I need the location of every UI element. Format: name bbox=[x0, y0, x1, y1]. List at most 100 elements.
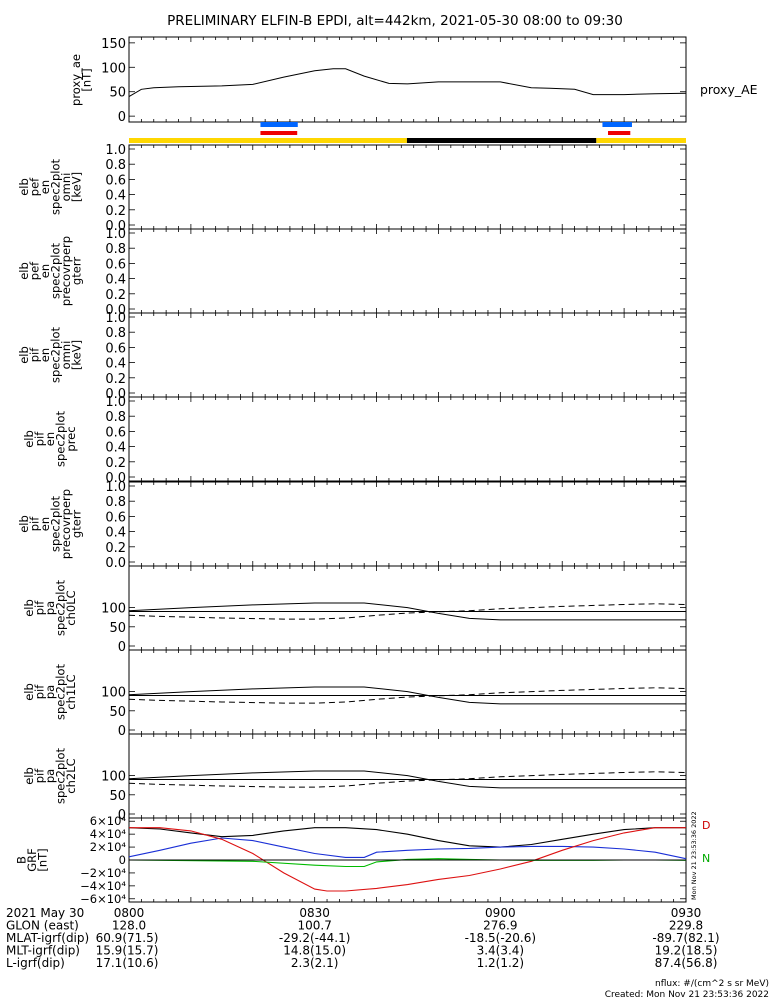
pitch-angle-ytick-label: 50 bbox=[109, 621, 126, 636]
spectrogram-ylabel-line: en bbox=[38, 517, 52, 531]
pitch-angle-ytick-label: 100 bbox=[101, 602, 126, 617]
pitch-angle-ylabel-line: elb bbox=[22, 683, 36, 701]
pitch-angle-ylabel-line: ch0LC bbox=[64, 590, 78, 625]
spectrogram-ytick-label: 0.0 bbox=[105, 387, 126, 402]
ephem-value: 1.2(1.2) bbox=[477, 956, 525, 970]
spectrogram-ytick-label: 0.6 bbox=[105, 257, 126, 272]
spectrogram-ylabel-line: precovrperp bbox=[59, 489, 73, 559]
spectrogram-ylabel-line: gterr bbox=[69, 510, 83, 538]
spectrogram-ytick-label: 0.6 bbox=[105, 173, 126, 188]
pitch-angle-ylabel-line: ch1LC bbox=[64, 674, 78, 709]
bgrf-ytick-label: 6×10⁴ bbox=[90, 814, 127, 828]
spectrogram-ytick-label: 0.4 bbox=[105, 526, 126, 541]
proxy-ae-ylabel: proxy_ae[nT] bbox=[69, 54, 94, 106]
ephem-row-label: MLAT-igrf(dip) bbox=[6, 931, 89, 945]
ephem-row-label: MLT-igrf(dip) bbox=[6, 944, 80, 958]
spectrogram-frame bbox=[128, 144, 687, 230]
bgrf-line-red bbox=[129, 827, 686, 892]
bgrf-legend-n: N bbox=[702, 852, 710, 865]
spectrogram-ytick-label: 0.4 bbox=[105, 273, 126, 288]
spectrogram-ytick-label: 0.4 bbox=[105, 357, 126, 372]
ephem-value: 17.1(10.6) bbox=[96, 956, 159, 970]
pitch-angle-ylabel-line: pif bbox=[33, 600, 47, 615]
spectrogram-ytick-label: 0.8 bbox=[105, 326, 126, 341]
spectrogram-ytick-label: 1.0 bbox=[105, 143, 126, 158]
pitch-angle-ylabel-line: ch2LC bbox=[64, 758, 78, 793]
spectrogram-ylabel-line: en bbox=[38, 264, 52, 278]
spectrogram-panel: 0.00.20.40.60.81.0 elbpefenspec2plotomni[… bbox=[17, 143, 687, 234]
x-tick-label: 0830 bbox=[299, 906, 330, 920]
bgrf-panel: 6×10⁴4×10⁴2×10⁴0−2×10⁴−4×10⁴−6×10⁴BGRF[n… bbox=[15, 811, 711, 905]
pitch-angle-ylabel-line: spec2plot bbox=[54, 663, 68, 720]
pitch-angle-solid-line bbox=[128, 770, 686, 789]
bgrf-line-black bbox=[128, 827, 686, 848]
ephem-value: -18.5(-20.6) bbox=[465, 931, 536, 945]
proxy-ae-line bbox=[128, 68, 687, 98]
spectrogram-frame bbox=[128, 228, 687, 314]
pitch-angle-ytick-label: 0 bbox=[118, 808, 126, 823]
range-bars bbox=[129, 122, 686, 143]
spectrogram-ytick-label: 0.0 bbox=[105, 303, 126, 318]
pitch-angle-ylabel-line: spec2plot bbox=[54, 747, 68, 804]
proxy-ae-ytick-label: 0 bbox=[118, 110, 126, 125]
spectrogram-ylabel-line: omni bbox=[59, 341, 73, 370]
spectrogram-ylabel-line: spec2plot bbox=[48, 242, 62, 299]
x-tick-label: 0930 bbox=[671, 906, 702, 920]
pitch-angle-ylabel-line: pa bbox=[43, 769, 57, 783]
chart-title: PRELIMINARY ELFIN-B EPDI, alt=442km, 202… bbox=[167, 13, 623, 29]
spectrogram-ytick-label: 0.2 bbox=[105, 204, 126, 219]
pitch-angle-ytick-label: 0 bbox=[118, 640, 126, 655]
proxy-ae-ytick-label: 100 bbox=[101, 61, 126, 76]
science-zone-bar-red bbox=[608, 131, 631, 135]
spectrogram-ytick-label: 0.0 bbox=[105, 219, 126, 234]
spectrogram-panel: 0.00.20.40.60.81.0 elbpifenspec2plotomni[… bbox=[17, 311, 687, 402]
proxy-ae-ytick-label: 150 bbox=[101, 37, 126, 52]
spectrogram-ylabel-line: spec2plot bbox=[54, 410, 68, 467]
spectrogram-ytick-label: 0.2 bbox=[105, 288, 126, 303]
spectrogram-ylabel-line: prec bbox=[64, 426, 78, 451]
bgrf-ytick-label: −4×10⁴ bbox=[80, 879, 126, 893]
ephem-value: 15.9(15.7) bbox=[96, 944, 159, 958]
proxy-ae-ytick-label: 50 bbox=[109, 86, 126, 101]
spectrogram-ytick-label: 1.0 bbox=[105, 311, 126, 326]
ephem-value: -29.2(-44.1) bbox=[279, 931, 350, 945]
spectrogram-ylabel-line: pif bbox=[27, 347, 41, 362]
ephem-value: 60.9(71.5) bbox=[96, 931, 159, 945]
science-zone-bar-blue bbox=[260, 122, 298, 127]
ephem-value: 229.8 bbox=[669, 919, 703, 933]
spectrogram-ylabel-line: elb bbox=[17, 515, 31, 533]
spectrogram-panel: 0.00.20.40.60.81.0 elbpifenspec2plotpreco… bbox=[17, 480, 687, 571]
bgrf-ytick-label: −6×10⁴ bbox=[80, 892, 126, 906]
spectrogram-ytick-label: 1.0 bbox=[105, 395, 126, 410]
spectrogram-ylabel-line: [keV] bbox=[69, 172, 83, 202]
ephem-value: 128.0 bbox=[112, 919, 146, 933]
spectrogram-ytick-label: 0.6 bbox=[105, 341, 126, 356]
proxy-ae-side-label: proxy_AE bbox=[700, 82, 758, 97]
bgrf-line-blue bbox=[128, 837, 687, 860]
x-tick-label: 0800 bbox=[114, 906, 145, 920]
bgrf-ylabel-line: GRF bbox=[25, 848, 39, 872]
spectrogram-ylabel-line: pif bbox=[33, 431, 47, 446]
science-zone-bar-red bbox=[260, 131, 298, 135]
spectrogram-ytick-label: 0.2 bbox=[105, 541, 126, 556]
spectrogram-panel: 0.00.20.40.60.81.0 elbpefenspec2plotpreco… bbox=[17, 227, 687, 318]
proxy-ae-frame bbox=[128, 36, 687, 123]
spectrogram-ylabel-line: gterr bbox=[69, 257, 83, 285]
spectrogram-ylabel-line: elb bbox=[22, 430, 36, 448]
spectrogram-ytick-label: 0.8 bbox=[105, 410, 126, 425]
ephem-value: 87.4(56.8) bbox=[655, 956, 718, 970]
spectrogram-ylabel-line: elb bbox=[17, 346, 31, 364]
ephem-value: 276.9 bbox=[483, 919, 517, 933]
spectrogram-ytick-label: 0.8 bbox=[105, 242, 126, 257]
pitch-angle-ylabel-line: pif bbox=[33, 768, 47, 783]
spectrogram-ylabel-line: precovrperp bbox=[59, 236, 73, 306]
spectrogram-ytick-label: 0.4 bbox=[105, 441, 126, 456]
